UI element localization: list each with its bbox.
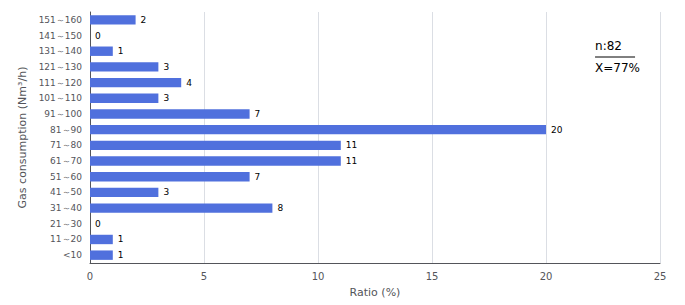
svg-text:61～70: 61～70 (50, 156, 82, 166)
svg-text:25: 25 (654, 271, 667, 282)
svg-text:4: 4 (186, 78, 192, 88)
svg-text:7: 7 (255, 172, 261, 182)
svg-text:11: 11 (346, 156, 357, 166)
svg-text:0: 0 (87, 271, 93, 282)
svg-text:51～60: 51～60 (50, 172, 82, 182)
svg-text:3: 3 (163, 62, 169, 72)
svg-text:0: 0 (95, 219, 101, 229)
svg-text:<10: <10 (63, 250, 82, 260)
svg-text:141～150: 141～150 (39, 31, 83, 41)
svg-text:131～140: 131～140 (39, 46, 83, 56)
svg-text:81～90: 81～90 (50, 125, 82, 135)
svg-text:2: 2 (141, 15, 147, 25)
svg-text:11: 11 (346, 140, 357, 150)
svg-text:41～50: 41～50 (50, 187, 82, 197)
svg-text:0: 0 (95, 31, 101, 41)
svg-text:X=77%: X=77% (595, 61, 640, 75)
svg-text:1: 1 (118, 234, 124, 244)
svg-text:Gas consumption (Nm³/h): Gas consumption (Nm³/h) (16, 67, 29, 209)
svg-text:1: 1 (118, 250, 124, 260)
svg-text:111～120: 111～120 (39, 78, 83, 88)
svg-text:1: 1 (118, 46, 124, 56)
svg-text:3: 3 (163, 93, 169, 103)
svg-text:11～20: 11～20 (50, 234, 82, 244)
svg-text:91～100: 91～100 (44, 109, 82, 119)
svg-text:8: 8 (277, 203, 283, 213)
svg-text:3: 3 (163, 187, 169, 197)
svg-text:20: 20 (540, 271, 553, 282)
svg-text:121～130: 121～130 (39, 62, 83, 72)
svg-text:Ratio (%): Ratio (%) (350, 286, 401, 299)
svg-text:5: 5 (201, 271, 207, 282)
svg-text:21～30: 21～30 (50, 219, 82, 229)
svg-text:71～80: 71～80 (50, 140, 82, 150)
svg-text:31～40: 31～40 (50, 203, 82, 213)
svg-text:151～160: 151～160 (39, 15, 83, 25)
svg-text:101～110: 101～110 (39, 93, 83, 103)
svg-text:n:82: n:82 (595, 39, 622, 53)
svg-text:10: 10 (312, 271, 325, 282)
svg-text:7: 7 (255, 109, 261, 119)
svg-text:20: 20 (551, 125, 563, 135)
svg-text:15: 15 (426, 271, 439, 282)
